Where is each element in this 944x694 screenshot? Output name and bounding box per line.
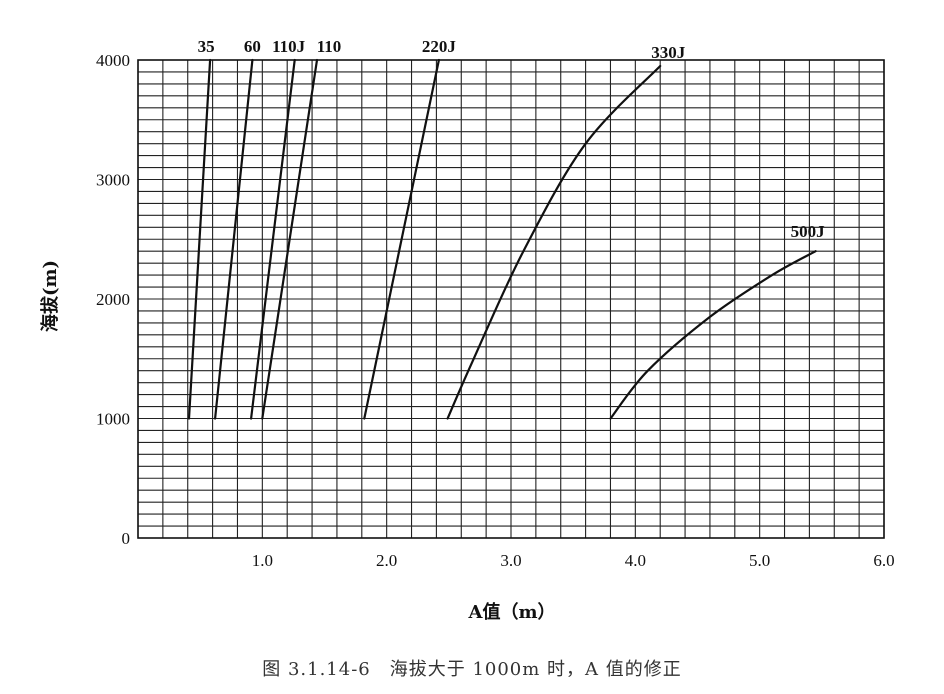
x-tick-label: 5.0	[749, 551, 770, 570]
grid	[137, 59, 885, 539]
figure-caption: 图 3.1.14-6 海拔大于 1000m 时，A 值的修正	[262, 659, 682, 680]
plot-frame	[137, 59, 885, 539]
x-tick-label: 1.0	[252, 551, 273, 570]
y-axis-title: 海拔(m)	[39, 260, 61, 332]
series-line-220j	[363, 58, 440, 420]
series-line-60	[214, 58, 254, 420]
series-label: 500J	[791, 222, 826, 241]
series-label: 110	[317, 37, 342, 56]
series-line-330j	[446, 64, 662, 420]
y-tick-labels: 0 1000 2000 3000 4000	[96, 51, 130, 548]
series-line-500j	[609, 250, 817, 420]
x-tick-label: 2.0	[376, 551, 397, 570]
x-axis-title: A值（m）	[467, 601, 555, 623]
y-tick-label: 0	[122, 529, 131, 548]
y-tick-label: 4000	[96, 51, 130, 70]
series-line-110	[261, 58, 319, 420]
series-label: 35	[198, 37, 215, 56]
series-label: 60	[244, 37, 261, 56]
x-tick-label: 6.0	[873, 551, 894, 570]
series-labels: 35 60 110J 110 220J 330J 500J	[198, 37, 826, 241]
y-tick-label: 2000	[96, 290, 130, 309]
series-line-35	[187, 58, 212, 420]
series-line-110j	[250, 58, 296, 420]
x-tick-labels: 1.0 2.0 3.0 4.0 5.0 6.0	[252, 551, 895, 570]
x-tick-label: 4.0	[625, 551, 646, 570]
series-label: 220J	[422, 37, 457, 56]
y-tick-label: 1000	[96, 410, 130, 429]
x-tick-label: 3.0	[500, 551, 521, 570]
series-label: 330J	[651, 43, 686, 62]
series-curves	[187, 58, 817, 420]
series-label: 110J	[272, 37, 306, 56]
y-tick-label: 3000	[96, 171, 130, 190]
